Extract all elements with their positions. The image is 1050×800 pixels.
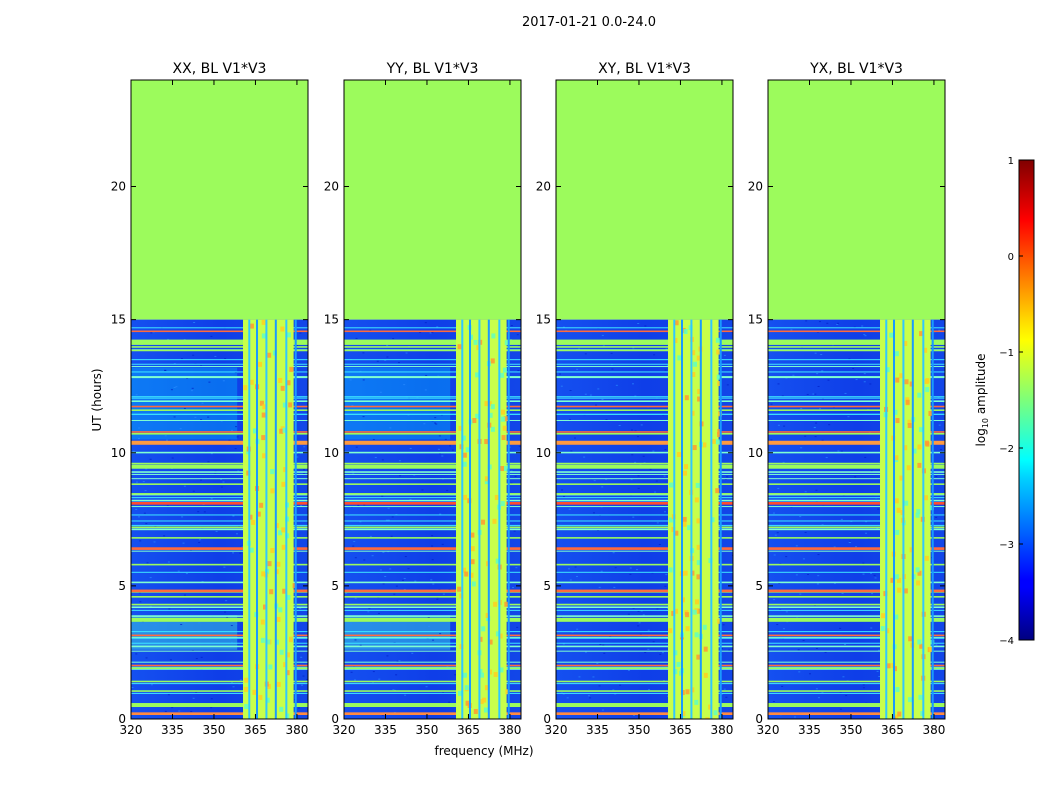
y-tick-label: 5 [543,579,551,593]
y-tick-label: 10 [748,446,763,460]
panel-title: YX, BL V1*V3 [809,61,903,77]
panel-title: XY, BL V1*V3 [598,61,691,77]
x-tick-label: 320 [545,723,568,737]
panel-2: YY, BL V1*V3 320 335 350 365 380 0 5 10 15 20 [324,61,522,737]
y-tick-label: 20 [111,180,126,194]
x-tick-label: 350 [628,723,651,737]
plot-frame [343,79,522,720]
colorbar-tick-label: −2 [999,444,1014,455]
x-tick-label: 335 [374,723,397,737]
x-tick-label: 350 [416,723,439,737]
figure-suptitle: 2017-01-21 0.0-24.0 [522,15,656,30]
x-tick-label: 380 [922,723,945,737]
x-tick-label: 335 [586,723,609,737]
y-tick-label: 20 [536,180,551,194]
empty-region [131,80,308,320]
x-tick-label: 350 [840,723,863,737]
panel-title: YY, BL V1*V3 [386,61,479,77]
x-tick-label: 320 [333,723,356,737]
colorbar: 1 0 −1 −2 −3 −4 log10 amplitude [974,156,1035,647]
plot-frame [555,79,734,720]
empty-region [556,80,733,320]
panel-4: YX, BL V1*V3 320 335 350 365 380 0 5 10 15 20 [748,61,946,737]
y-tick-label: 20 [324,180,339,194]
plot-frame [130,79,309,720]
colorbar-tick-label: −3 [999,540,1014,551]
x-tick-label: 320 [120,723,143,737]
x-tick-label: 335 [161,723,184,737]
heatmap-image [556,80,733,719]
x-tick-label: 365 [244,723,267,737]
x-tick-label: 380 [710,723,733,737]
heatmap-image [131,80,308,719]
x-axis-label: frequency (MHz) [434,744,533,758]
colorbar-tick-label: −1 [999,348,1014,359]
panel-1: XX, BL V1*V3 320 335 350 365 380 0 5 10 15 20 [111,61,309,737]
colorbar-label: log10 amplitude [974,354,990,447]
colorbar-tick-label: −4 [999,636,1014,647]
y-tick-label: 5 [755,579,763,593]
y-tick-label: 10 [324,446,339,460]
y-tick-label: 0 [755,712,763,726]
y-tick-label: 15 [324,313,339,327]
x-tick-label: 335 [798,723,821,737]
y-tick-label: 0 [543,712,551,726]
y-tick-label: 15 [748,313,763,327]
colorbar-tick-label: 0 [1008,252,1014,263]
y-tick-label: 5 [118,579,126,593]
y-tick-label: 10 [536,446,551,460]
colorbar-tick-label: 1 [1008,156,1014,167]
panel-3: XY, BL V1*V3 320 335 350 365 380 0 5 10 15 20 [536,61,734,737]
y-tick-label: 0 [331,712,339,726]
heatmap-image [344,80,521,719]
y-tick-label: 20 [748,180,763,194]
y-tick-label: 10 [111,446,126,460]
y-tick-label: 0 [118,712,126,726]
x-tick-label: 380 [285,723,308,737]
x-tick-label: 350 [203,723,226,737]
y-axis-label: UT (hours) [90,368,104,431]
heatmap-image [768,80,945,719]
x-tick-label: 365 [669,723,692,737]
empty-region [768,80,945,320]
y-tick-label: 5 [331,579,339,593]
y-tick-label: 15 [111,313,126,327]
panel-title: XX, BL V1*V3 [173,61,267,77]
x-tick-label: 365 [881,723,904,737]
y-tick-label: 15 [536,313,551,327]
plot-frame [767,79,946,720]
colorbar-gradient [1018,159,1035,641]
x-tick-label: 380 [498,723,521,737]
x-tick-label: 365 [457,723,480,737]
x-tick-label: 320 [757,723,780,737]
empty-region [344,80,521,320]
